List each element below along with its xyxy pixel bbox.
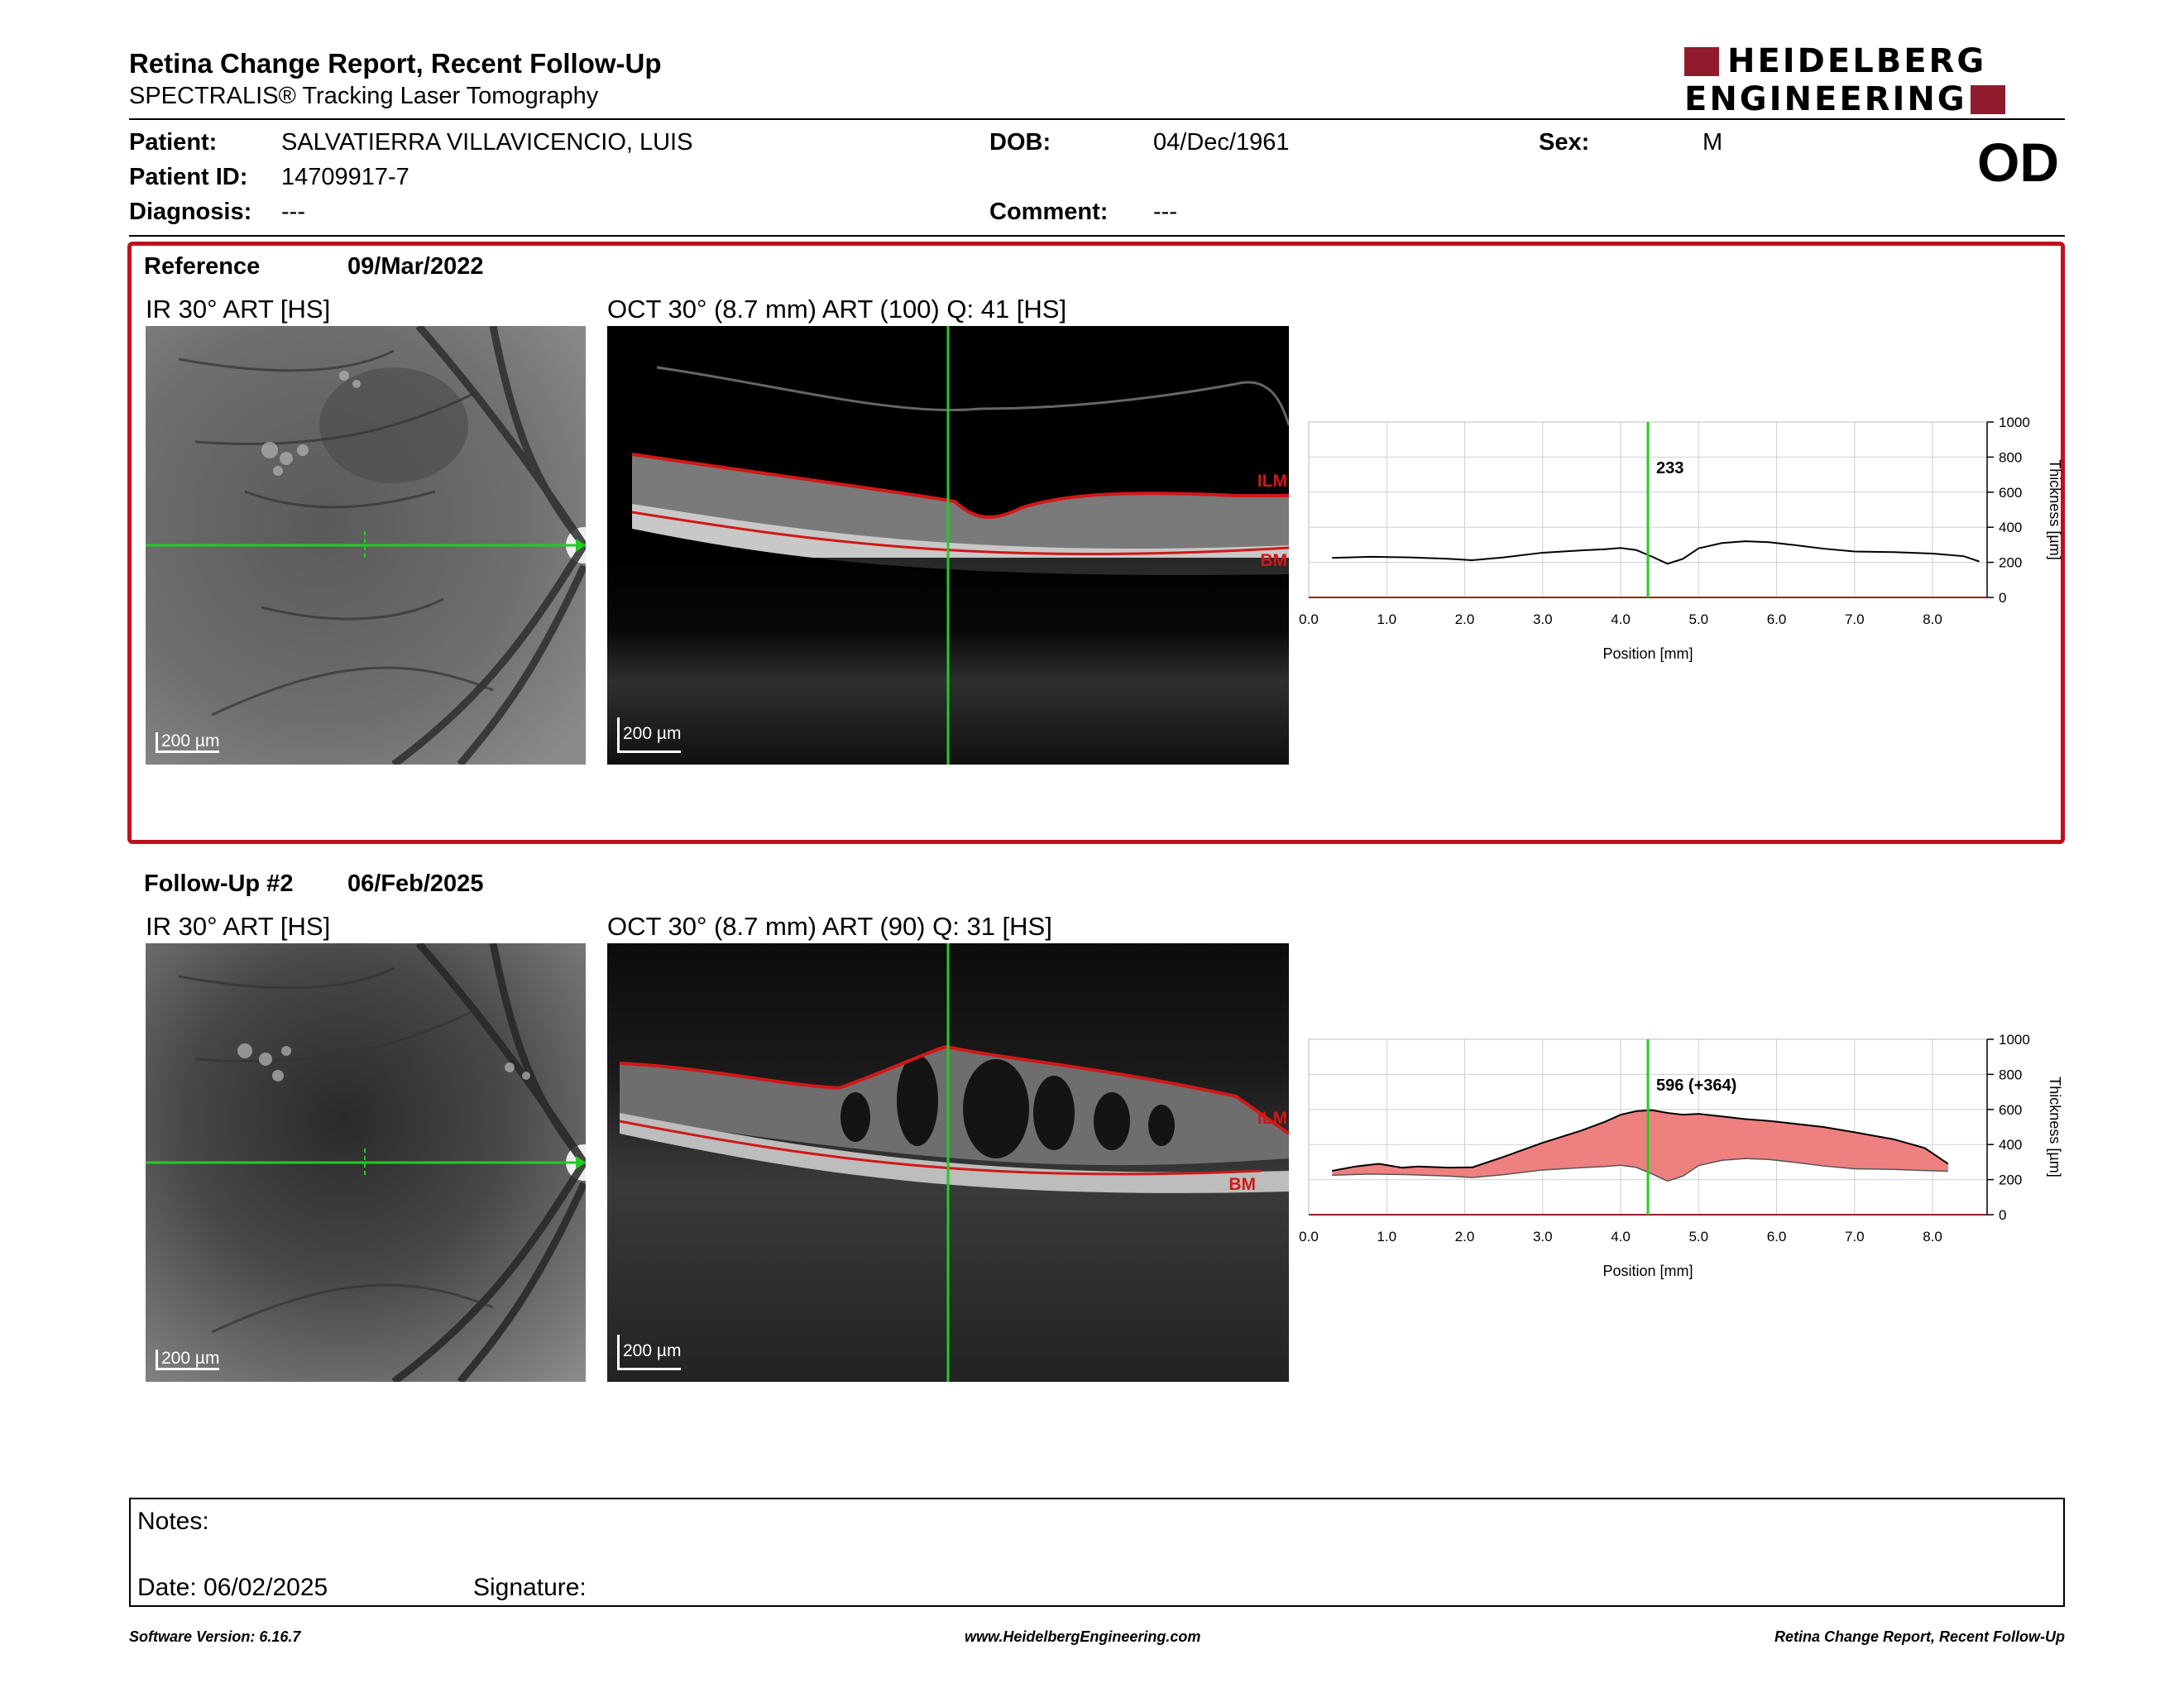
reference-ir-title: IR 30° ART [HS] bbox=[146, 295, 331, 324]
reference-chart-x-tick-label: 6.0 bbox=[1767, 611, 1787, 627]
followup-ir-fundus-image[interactable]: 200 µm bbox=[146, 943, 586, 1382]
followup-label: Follow-Up #2 bbox=[144, 870, 294, 897]
footer-software-version: Software Version: 6.16.7 bbox=[129, 1628, 301, 1645]
comment-value: --- bbox=[1153, 199, 1177, 225]
dob-value: 04/Dec/1961 bbox=[1153, 129, 1290, 156]
reference-chart-series-line bbox=[1332, 540, 1980, 565]
followup-ir-title: IR 30° ART [HS] bbox=[146, 912, 331, 941]
reference-chart-y-tick-label: 400 bbox=[1999, 520, 2022, 535]
reference-chart-y-tick-label: 600 bbox=[1999, 485, 2022, 501]
reference-label: Reference bbox=[144, 253, 261, 280]
reference-chart-y-tick-label: 800 bbox=[1999, 449, 2022, 465]
reference-chart-x-tick-label: 1.0 bbox=[1377, 611, 1396, 627]
followup-ilm-label: ILM bbox=[1257, 1109, 1287, 1128]
followup-date: 06/Feb/2025 bbox=[347, 870, 484, 897]
reference-chart-x-tick-label: 8.0 bbox=[1923, 611, 1942, 627]
reference-chart-y-axis-label: Thickness [µm] bbox=[2047, 459, 2063, 559]
followup-chart-series-reference bbox=[1332, 1158, 1948, 1182]
followup-chart-y-tick-label: 800 bbox=[1999, 1067, 2022, 1082]
followup-chart-y-tick-label: 600 bbox=[1999, 1102, 2022, 1118]
reference-chart-y-tick-label: 0 bbox=[1999, 590, 2006, 606]
report-subtitle: SPECTRALIS® Tracking Laser Tomography bbox=[129, 83, 599, 109]
sex-value: M bbox=[1703, 129, 1723, 156]
reference-chart-cursor-value-label: 233 bbox=[1656, 459, 1684, 477]
patient-divider bbox=[129, 235, 2065, 237]
followup-bm-label: BM bbox=[1228, 1175, 1256, 1194]
reference-chart-x-tick-label: 5.0 bbox=[1688, 611, 1708, 627]
followup-chart-x-tick-label: 7.0 bbox=[1845, 1229, 1865, 1244]
reference-oct-scale-bar: 200 µm bbox=[617, 717, 682, 753]
followup-chart-x-tick-label: 6.0 bbox=[1767, 1229, 1787, 1244]
signature-label: Signature: bbox=[473, 1574, 587, 1601]
reference-frame bbox=[127, 242, 2065, 844]
followup-chart-y-axis-label: Thickness [µm] bbox=[2047, 1077, 2063, 1177]
reference-chart-x-tick-label: 7.0 bbox=[1845, 611, 1865, 627]
diagnosis-value: --- bbox=[281, 199, 305, 225]
reference-thickness-chart[interactable]: 0.0 1.0 2.0 3.0 4.0 5.0 6.0 7.0 8.0 0 200 400 600 800… bbox=[1291, 405, 2068, 679]
reference-chart-y-tick-label: 200 bbox=[1999, 555, 2022, 571]
followup-chart-x-axis-label: Position [mm] bbox=[1602, 1263, 1693, 1279]
footer-report-name: Retina Change Report, Recent Follow-Up bbox=[1774, 1628, 2065, 1645]
followup-chart-y-tick-label: 1000 bbox=[1999, 1032, 2030, 1048]
footer-website-link[interactable]: www.HeidelbergEngineering.com bbox=[965, 1628, 1201, 1645]
comment-label: Comment: bbox=[989, 199, 1109, 225]
reference-oct-title: OCT 30° (8.7 mm) ART (100) Q: 41 [HS] bbox=[607, 295, 1067, 324]
report-title: Retina Change Report, Recent Follow-Up bbox=[129, 48, 662, 79]
reference-chart-y-tick-label: 1000 bbox=[1999, 415, 2030, 430]
header-divider bbox=[129, 118, 2065, 120]
followup-oct-scale-bar: 200 µm bbox=[617, 1335, 682, 1370]
patient-id-label: Patient ID: bbox=[129, 164, 248, 190]
followup-chart-x-tick-label: 8.0 bbox=[1923, 1229, 1942, 1244]
logo-text-line2: ENGINEERING bbox=[1684, 80, 1967, 118]
reference-oct-bscan-image[interactable]: ILM BM 200 µm bbox=[607, 326, 1289, 765]
notes-label: Notes: bbox=[137, 1508, 209, 1535]
reference-ilm-label: ILM bbox=[1257, 472, 1287, 491]
followup-oct-bscan-image[interactable]: ILM BM 200 µm bbox=[607, 943, 1289, 1382]
reference-ir-fundus-image[interactable]: 200 µm bbox=[146, 326, 586, 765]
logo-top-row: HEIDELBERG bbox=[1684, 45, 1986, 78]
followup-oct-title: OCT 30° (8.7 mm) ART (90) Q: 31 [HS] bbox=[607, 912, 1052, 941]
reference-ir-scale-bar: 200 µm bbox=[156, 732, 220, 753]
followup-chart-x-tick-label: 0.0 bbox=[1299, 1229, 1319, 1244]
reference-chart-x-axis-label: Position [mm] bbox=[1602, 645, 1693, 662]
logo-bottom-row: ENGINEERING bbox=[1684, 83, 2005, 116]
patient-name: SALVATIERRA VILLAVICENCIO, LUIS bbox=[281, 129, 693, 156]
notes-box[interactable]: Notes: Date: 06/02/2025 Signature: bbox=[129, 1498, 2065, 1607]
followup-chart-y-tick-label: 0 bbox=[1999, 1207, 2006, 1223]
logo-text-line1: HEIDELBERG bbox=[1727, 42, 1987, 80]
followup-chart-x-tick-label: 2.0 bbox=[1455, 1229, 1475, 1244]
followup-chart-x-tick-label: 3.0 bbox=[1533, 1229, 1553, 1244]
followup-chart-change-area bbox=[1332, 1110, 1948, 1182]
patient-id-value: 14709917-7 bbox=[281, 164, 410, 190]
followup-chart-x-tick-label: 5.0 bbox=[1688, 1229, 1708, 1244]
notes-date: Date: 06/02/2025 bbox=[137, 1574, 328, 1601]
followup-chart-x-tick-label: 1.0 bbox=[1377, 1229, 1396, 1244]
followup-chart-x-tick-label: 4.0 bbox=[1611, 1229, 1631, 1244]
reference-date: 09/Mar/2022 bbox=[347, 253, 484, 280]
followup-chart-y-tick-label: 200 bbox=[1999, 1172, 2022, 1188]
logo-square-icon bbox=[1970, 84, 2005, 114]
followup-chart-y-tick-label: 400 bbox=[1999, 1137, 2022, 1153]
followup-chart-cursor-value-label: 596 (+364) bbox=[1656, 1077, 1736, 1095]
followup-chart-series-followup bbox=[1332, 1109, 1949, 1172]
eye-indicator: OD bbox=[1977, 132, 2059, 193]
reference-bm-label: BM bbox=[1260, 551, 1287, 570]
reference-chart-x-tick-label: 4.0 bbox=[1611, 611, 1631, 627]
sex-label: Sex: bbox=[1539, 129, 1590, 156]
dob-label: DOB: bbox=[989, 129, 1051, 156]
reference-chart-x-tick-label: 0.0 bbox=[1299, 611, 1319, 627]
reference-chart-x-tick-label: 3.0 bbox=[1533, 611, 1553, 627]
patient-label: Patient: bbox=[129, 129, 218, 156]
reference-chart-x-tick-label: 2.0 bbox=[1455, 611, 1475, 627]
followup-ir-scale-bar: 200 µm bbox=[156, 1350, 220, 1370]
diagnosis-label: Diagnosis: bbox=[129, 199, 252, 225]
logo-square-icon bbox=[1684, 46, 1719, 76]
followup-thickness-chart[interactable]: 0.0 1.0 2.0 3.0 4.0 5.0 6.0 7.0 8.0 0 200 400 600 800… bbox=[1291, 1023, 2068, 1296]
